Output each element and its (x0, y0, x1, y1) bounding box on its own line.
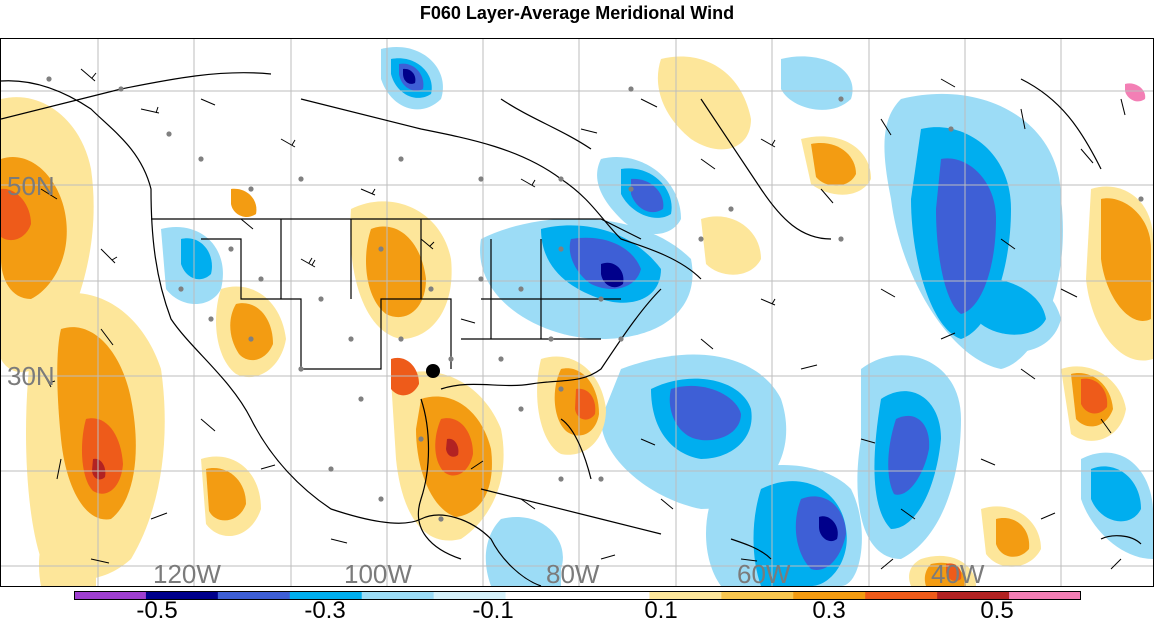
colorbar-swatch (865, 591, 938, 600)
colorbar-swatch (217, 591, 291, 600)
colorbar-label: 0.1 (644, 597, 678, 624)
colorbar-label: 0.3 (812, 597, 846, 624)
colorbar-swatch (361, 591, 435, 600)
colorbar-swatch (74, 591, 147, 600)
wind-map: 50N 30N 120W 100W 80W 60W 40W (1, 39, 1153, 586)
lon-label-40w: 40W (931, 559, 985, 586)
colorbar-swatch (433, 591, 507, 600)
colorbar-swatch (649, 591, 722, 600)
map-title: F060 Layer-Average Meridional Wind (419, 3, 735, 23)
colorbar-border (74, 591, 1081, 600)
colorbar-label: -0.1 (472, 597, 514, 624)
colorbar-swatch (505, 591, 578, 600)
colorbar-swatch (721, 591, 794, 600)
colorbar-label: -0.5 (136, 597, 178, 624)
wind-barbs (40, 68, 1126, 570)
location-marker (426, 364, 440, 378)
colorbar-swatch (577, 591, 650, 600)
colorbar-swatch (145, 591, 219, 600)
colorbar (74, 591, 1081, 600)
map-panel: 50N 30N 120W 100W 80W 60W 40W (0, 38, 1154, 587)
colorbar-label: 0.5 (980, 597, 1014, 624)
wind-field-shading (1, 47, 1153, 586)
lon-label-60w: 60W (737, 559, 791, 586)
graticule (1, 39, 1153, 586)
lat-label-30n: 30N (7, 361, 55, 391)
colorbar-swatch (793, 591, 866, 600)
lon-label-120w: 120W (153, 559, 221, 586)
lon-label-100w: 100W (344, 559, 412, 586)
colorbar-swatch (937, 591, 1010, 600)
colorbar-swatch (289, 591, 363, 600)
colorbar-label: -0.3 (304, 597, 346, 624)
station-dots (46, 76, 1144, 522)
lat-label-50n: 50N (7, 171, 55, 201)
colorbar-swatch (1009, 591, 1081, 600)
lon-label-80w: 80W (546, 559, 600, 586)
